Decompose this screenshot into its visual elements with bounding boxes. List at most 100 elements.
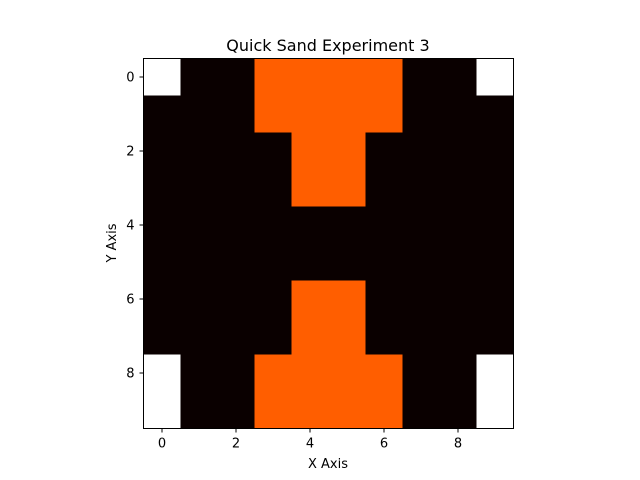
heatmap-cell xyxy=(291,280,329,318)
heatmap-cell xyxy=(328,206,366,244)
heatmap-cell xyxy=(402,354,440,392)
heatmap-cell xyxy=(365,132,403,170)
heatmap-cell xyxy=(180,317,218,355)
heatmap-cell xyxy=(402,95,440,133)
heatmap-cell xyxy=(439,354,477,392)
heatmap-cell xyxy=(476,58,514,96)
heatmap-cell xyxy=(439,317,477,355)
heatmap-cell xyxy=(254,391,292,429)
heatmap-cell xyxy=(217,354,255,392)
heatmap-cell xyxy=(180,58,218,96)
heatmap-cell xyxy=(439,391,477,429)
heatmap-cell xyxy=(180,280,218,318)
heatmap-cell xyxy=(365,169,403,207)
heatmap-cell xyxy=(328,354,366,392)
heatmap-cell xyxy=(217,206,255,244)
heatmap-cell xyxy=(180,206,218,244)
heatmap-cell xyxy=(217,95,255,133)
heatmap-cell xyxy=(328,317,366,355)
heatmap-cell xyxy=(254,58,292,96)
heatmap-cell xyxy=(254,280,292,318)
y-axis-label: Y Axis xyxy=(105,223,120,263)
heatmap-cell xyxy=(291,95,329,133)
heatmap-cell xyxy=(254,169,292,207)
heatmap-cell xyxy=(439,58,477,96)
heatmap-cell xyxy=(291,132,329,170)
heatmap-cell xyxy=(328,280,366,318)
heatmap-cell xyxy=(180,243,218,281)
heatmap-cell xyxy=(180,354,218,392)
y-axis-ticks: 0 2 4 6 8 xyxy=(126,71,144,382)
heatmap-cell xyxy=(217,243,255,281)
heatmap-cell xyxy=(476,132,514,170)
heatmap-cell xyxy=(439,169,477,207)
x-tick-label: 4 xyxy=(306,437,314,452)
y-tick-label: 8 xyxy=(126,367,134,382)
heatmap-cell xyxy=(291,354,329,392)
heatmap-cell xyxy=(143,206,181,244)
heatmap-cell xyxy=(365,243,403,281)
heatmap-cell xyxy=(291,206,329,244)
heatmap-cell xyxy=(180,132,218,170)
heatmap-cell xyxy=(402,317,440,355)
heatmap-cell xyxy=(254,206,292,244)
heatmap-cell xyxy=(439,95,477,133)
heatmap-cell xyxy=(217,317,255,355)
heatmap-cell xyxy=(143,391,181,429)
y-tick-label: 2 xyxy=(126,145,134,160)
heatmap-cell xyxy=(476,354,514,392)
heatmap-cell xyxy=(365,391,403,429)
heatmap-cell xyxy=(143,58,181,96)
heatmap-cell xyxy=(180,95,218,133)
heatmap-cell xyxy=(217,132,255,170)
heatmap-cell xyxy=(402,243,440,281)
heatmap-cell xyxy=(402,391,440,429)
heatmap-cell xyxy=(328,243,366,281)
heatmap-cell xyxy=(291,169,329,207)
heatmap-cell xyxy=(291,58,329,96)
heatmap-cell xyxy=(217,280,255,318)
heatmap-cell xyxy=(180,169,218,207)
heatmap-cell xyxy=(365,206,403,244)
heatmap-cell xyxy=(402,58,440,96)
plot-frame xyxy=(143,58,514,429)
x-axis-label: X Axis xyxy=(308,457,348,472)
heatmap-cell xyxy=(476,317,514,355)
heatmap-cell xyxy=(254,354,292,392)
heatmap-cell xyxy=(291,243,329,281)
heatmap-cell xyxy=(143,132,181,170)
heatmap-cell xyxy=(291,317,329,355)
heatmap-cell xyxy=(476,391,514,429)
heatmap-cell xyxy=(439,280,477,318)
x-tick-label: 6 xyxy=(380,437,388,452)
heatmap-cell xyxy=(402,206,440,244)
heatmap-cell xyxy=(217,169,255,207)
y-tick-label: 0 xyxy=(126,71,134,86)
heatmap-cell xyxy=(476,95,514,133)
x-tick-label: 0 xyxy=(158,437,166,452)
heatmap-cell xyxy=(328,391,366,429)
heatmap-cell xyxy=(476,243,514,281)
y-tick-label: 6 xyxy=(126,293,134,308)
heatmap-cell xyxy=(143,169,181,207)
heatmap-cell xyxy=(476,206,514,244)
heatmap-cells xyxy=(143,58,514,429)
heatmap-cell xyxy=(143,354,181,392)
heatmap-cell xyxy=(402,280,440,318)
heatmap-cell xyxy=(365,317,403,355)
heatmap-cell xyxy=(291,391,329,429)
heatmap-cell xyxy=(143,317,181,355)
heatmap-cell xyxy=(143,243,181,281)
heatmap-cell xyxy=(328,95,366,133)
heatmap-cell xyxy=(476,169,514,207)
heatmap-cell xyxy=(254,243,292,281)
x-tick-label: 2 xyxy=(232,437,240,452)
heatmap-cell xyxy=(328,132,366,170)
x-tick-label: 8 xyxy=(454,437,462,452)
heatmap-cell xyxy=(365,354,403,392)
heatmap-cell xyxy=(365,280,403,318)
heatmap-cell xyxy=(217,58,255,96)
heatmap-cell xyxy=(476,280,514,318)
